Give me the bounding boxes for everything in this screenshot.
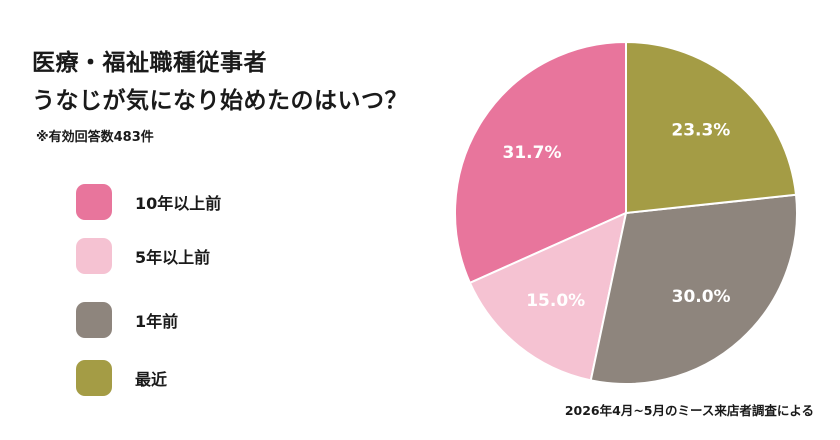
pie-label-recent: 23.3% — [671, 121, 730, 141]
legend-label-5-years: 5年以上前 — [135, 248, 211, 267]
pie-slice-recent — [625, 40, 798, 215]
chart-title-line-2: うなじが気になり始めたのはいつ？ — [32, 88, 408, 114]
legend-swatch-5-years — [76, 238, 112, 274]
legend-swatch-1-year — [76, 302, 112, 338]
pie-label-1-year: 30.0% — [672, 287, 731, 307]
response-count-note: ※有効回答数483件 — [36, 130, 154, 145]
pie-slice-1-year — [589, 193, 798, 385]
pie-label-10-years: 31.7% — [503, 143, 562, 163]
chart-title: 医療・福祉職種従事者 うなじが気になり始めたのはいつ？ — [32, 44, 408, 120]
source-note: 2026年4月~5月のミース来店者調査による — [564, 403, 814, 418]
legend-item-10-years: 10年以上前 — [76, 184, 336, 220]
legend-label-recent: 最近 — [135, 370, 168, 389]
legend-swatch-10-years — [76, 184, 112, 220]
legend-label-10-years: 10年以上前 — [135, 194, 222, 213]
legend-item-5-years: 5年以上前 — [76, 238, 336, 274]
pie-slice-5-years — [468, 211, 628, 382]
legend-label-1-year: 1年前 — [135, 312, 179, 331]
pie-slice-10-years — [454, 40, 627, 285]
legend-swatch-recent — [76, 360, 112, 396]
pie-label-5-years: 15.0% — [526, 291, 585, 311]
legend-item-recent: 最近 — [76, 360, 336, 396]
chart-title-line-1: 医療・福祉職種従事者 — [32, 50, 267, 76]
legend-item-1-year: 1年前 — [76, 302, 336, 338]
